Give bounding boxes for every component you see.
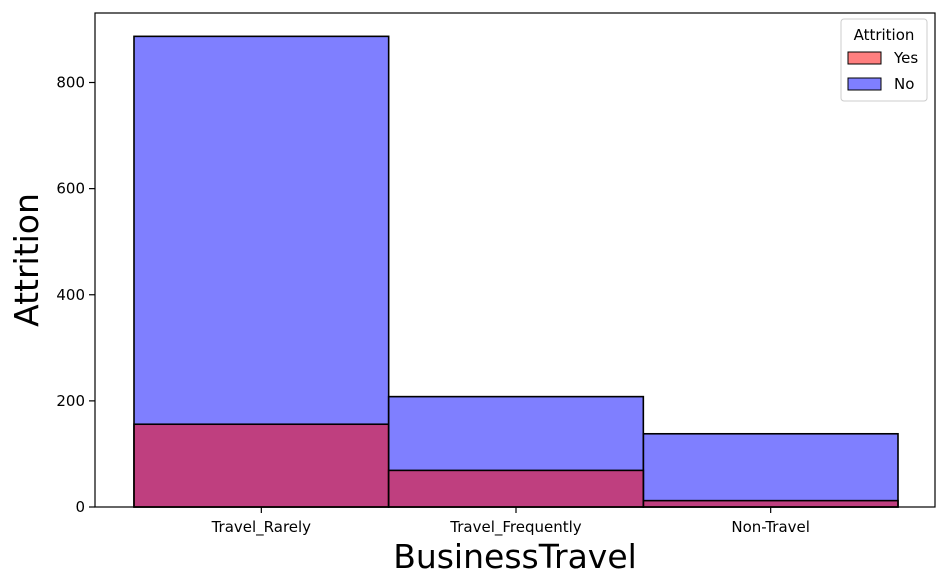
y-tick-label: 400 — [56, 286, 85, 304]
plot-frame — [94, 12, 936, 508]
legend-swatch-yes — [847, 51, 882, 65]
bar-yes-non-travel — [642, 499, 899, 508]
bar-yes-travel_rarely — [133, 423, 390, 508]
bar-yes-travel_frequently — [387, 469, 645, 508]
legend-label-yes: Yes — [893, 49, 918, 67]
y-axis: 0 200 400 600 800 — [56, 74, 95, 516]
y-tick-label: 0 — [75, 498, 85, 516]
x-tick-label: Travel_Frequently — [449, 518, 582, 537]
bar-no-non-travel — [642, 432, 899, 508]
x-axis-title: BusinessTravel — [393, 537, 637, 576]
x-tick-label: Travel_Rarely — [211, 518, 312, 537]
legend-title: Attrition — [854, 26, 915, 44]
y-axis-title: Attrition — [7, 193, 46, 327]
y-tick-label: 200 — [56, 392, 85, 410]
legend: Attrition Yes No — [840, 18, 928, 102]
legend-label-no: No — [894, 75, 914, 93]
legend-swatch-no — [847, 77, 882, 91]
bars-group — [133, 35, 899, 508]
y-tick-label: 600 — [56, 180, 85, 198]
y-tick-label: 800 — [56, 74, 85, 92]
x-tick-label: Non-Travel — [731, 518, 810, 536]
x-axis: Travel_Rarely Travel_Frequently Non-Travel — [211, 507, 810, 537]
